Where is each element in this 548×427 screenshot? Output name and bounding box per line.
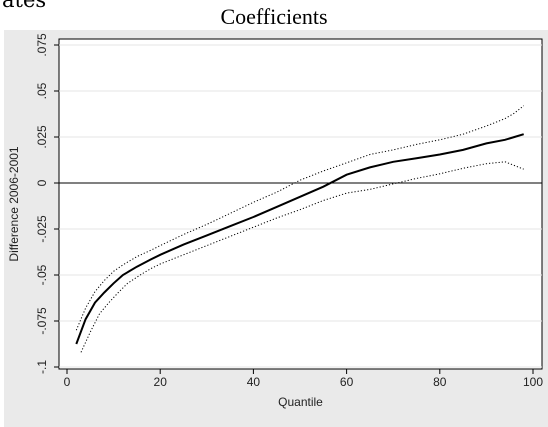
x-tick-label: 100 — [523, 375, 543, 389]
x-tick-label: 60 — [340, 375, 354, 389]
y-tick-label: .025 — [35, 125, 49, 149]
y-tick-label: -.05 — [35, 264, 49, 285]
estimate-line — [75, 133, 524, 345]
y-axis-ticks: -.1 -.075 -.05 -.025 0 .025 .05 .075 — [35, 33, 59, 374]
x-tick-label: 0 — [64, 375, 71, 389]
y-tick-label: .05 — [35, 82, 49, 99]
plot-area — [58, 38, 543, 370]
x-axis-label: Quantile — [278, 395, 323, 409]
x-tick-label: 40 — [247, 375, 261, 389]
y-tick-label: -.025 — [35, 215, 49, 243]
y-tick-label: .075 — [35, 33, 49, 57]
y-tick-label: 0 — [35, 179, 49, 186]
x-tick-label: 80 — [433, 375, 447, 389]
series-group — [75, 105, 525, 353]
x-tick-label: 20 — [154, 375, 168, 389]
chart-title: Coefficients — [220, 4, 328, 29]
y-tick-label: -.075 — [35, 307, 49, 335]
truncated-heading-fragment: ates — [2, 0, 47, 12]
y-axis-label: Difference 2006-2001 — [7, 146, 21, 262]
y-tick-label: -.1 — [35, 360, 49, 374]
x-axis-ticks: 0 20 40 60 80 100 — [64, 369, 543, 389]
